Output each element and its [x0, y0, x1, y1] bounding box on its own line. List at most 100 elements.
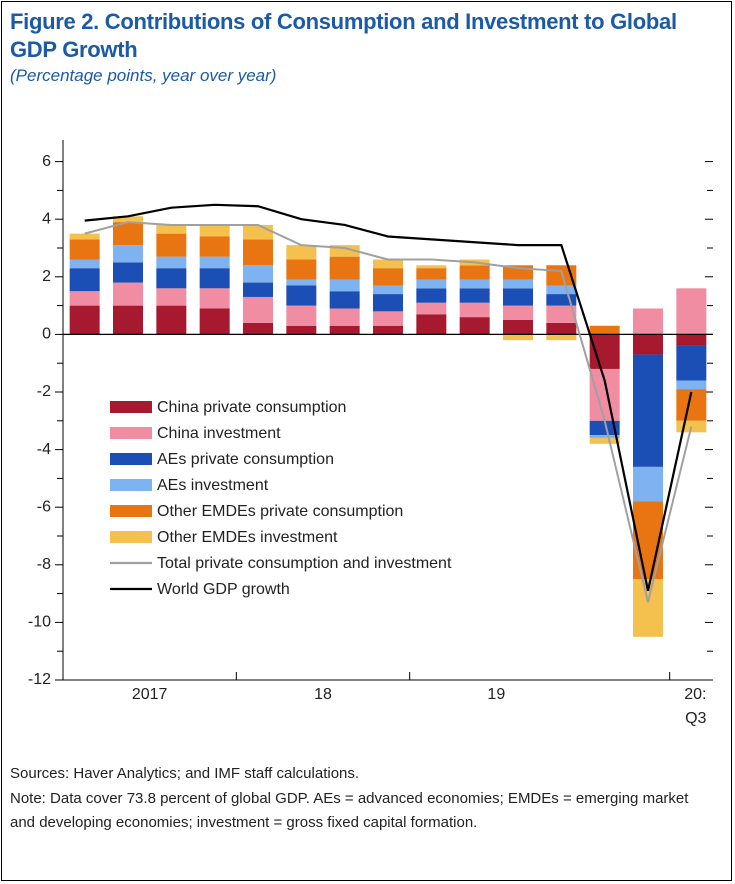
bar-segment [199, 224, 230, 237]
bar-segment [633, 308, 663, 335]
bar-segment [243, 296, 273, 323]
legend-label: Other EMDEs private consumption [157, 503, 403, 520]
bar-segment [199, 256, 230, 269]
bar-segment [329, 291, 360, 309]
x-tick-label: 2017 [131, 686, 168, 703]
bar-segment [156, 288, 187, 306]
bar-segment [633, 354, 663, 467]
bar-segment [199, 236, 230, 257]
x-tick-label: 18 [314, 686, 332, 703]
bar-segment [286, 245, 317, 260]
bar-segment [243, 282, 273, 297]
bar-segment [373, 311, 403, 326]
bar-segment [69, 291, 100, 306]
bar-segment [286, 305, 317, 326]
bar-segment [156, 224, 187, 234]
bar-segment [113, 282, 143, 306]
bar-segment [416, 288, 447, 303]
bar-segment [459, 317, 490, 335]
bar-segment [503, 320, 533, 335]
bar-segment [416, 279, 447, 289]
legend-label: China private consumption [157, 399, 346, 416]
bar-segment [459, 265, 490, 280]
bar-segment [546, 285, 577, 295]
bar-segment [589, 334, 620, 369]
note: Note: Data cover 73.8 percent of global … [10, 790, 689, 831]
bar-segment [199, 308, 230, 335]
bar-segment [329, 325, 360, 335]
bar-segment [416, 302, 447, 315]
bar-segment [503, 279, 533, 289]
bar-segment [113, 245, 143, 263]
bar-segment [69, 268, 100, 292]
bar-segment [416, 268, 447, 280]
bar-segment [286, 285, 317, 306]
bar-segment [199, 268, 230, 289]
bar-segment [676, 288, 707, 335]
bar-segment [459, 279, 490, 289]
bar-segment [633, 466, 663, 502]
bar-segment [676, 334, 707, 346]
bar-segment [589, 368, 620, 421]
bar-segment [329, 279, 360, 292]
legend-swatch [110, 453, 152, 465]
y-tick-label: -4 [37, 441, 51, 458]
y-tick-label: -8 [37, 556, 51, 573]
line-series [84, 221, 693, 603]
bar-segment [156, 268, 187, 289]
bar-segment [589, 420, 620, 436]
bar-segment [633, 334, 663, 355]
bar-segment [546, 305, 577, 323]
bar-segment [416, 265, 447, 269]
bar-segment [546, 294, 577, 306]
bar-segment [373, 268, 403, 286]
bar-segment [676, 345, 707, 381]
y-tick-label: 0 [42, 326, 51, 343]
bar-segment [113, 262, 143, 283]
legend-label: China investment [157, 425, 281, 442]
bar-segment [459, 302, 490, 318]
y-tick-label: 6 [42, 153, 51, 170]
bar-segment [286, 259, 317, 280]
bar-segment [373, 325, 403, 335]
bar-segment [373, 285, 403, 295]
line-series [84, 203, 693, 591]
legend-label: Other EMDEs investment [157, 529, 338, 546]
bar-segment [329, 256, 360, 280]
bar-segment [329, 245, 360, 257]
bar-segment [69, 305, 100, 335]
bar-segment [69, 233, 100, 240]
bar-segment [546, 334, 577, 341]
legend-swatch [110, 401, 152, 413]
x-tick-label: 20: Q3 [684, 686, 707, 727]
y-tick-label: -12 [28, 671, 51, 688]
bar-segment [113, 222, 143, 246]
bar-segment [113, 216, 143, 223]
bar-segment [503, 305, 533, 320]
bar-segment [373, 259, 403, 269]
bar-segment [546, 322, 577, 335]
bar-segment [243, 265, 273, 283]
y-tick-label: 4 [42, 210, 51, 227]
source: Sources: Haver Analytics; and IMF staff … [10, 765, 360, 782]
legend-swatch [110, 531, 152, 543]
bar-segment [156, 233, 187, 257]
bar-segment [69, 239, 100, 260]
y-tick-label: 2 [42, 268, 51, 285]
bar-segment [459, 288, 490, 303]
legend-label: AEs investment [157, 477, 269, 494]
bar-segment [589, 435, 620, 439]
bar-segment [373, 294, 403, 312]
legend-swatch [110, 505, 152, 517]
legend-swatch [110, 479, 152, 491]
y-tick-label: -10 [28, 614, 51, 631]
bar-segment [243, 239, 273, 266]
bar-segment [156, 305, 187, 335]
bar-segment [589, 438, 620, 444]
chart-title: Figure 2. Contributions of Consumption a… [10, 9, 677, 62]
bar-segment [676, 380, 707, 390]
bar-segment [113, 305, 143, 335]
bar-segment [286, 279, 317, 286]
